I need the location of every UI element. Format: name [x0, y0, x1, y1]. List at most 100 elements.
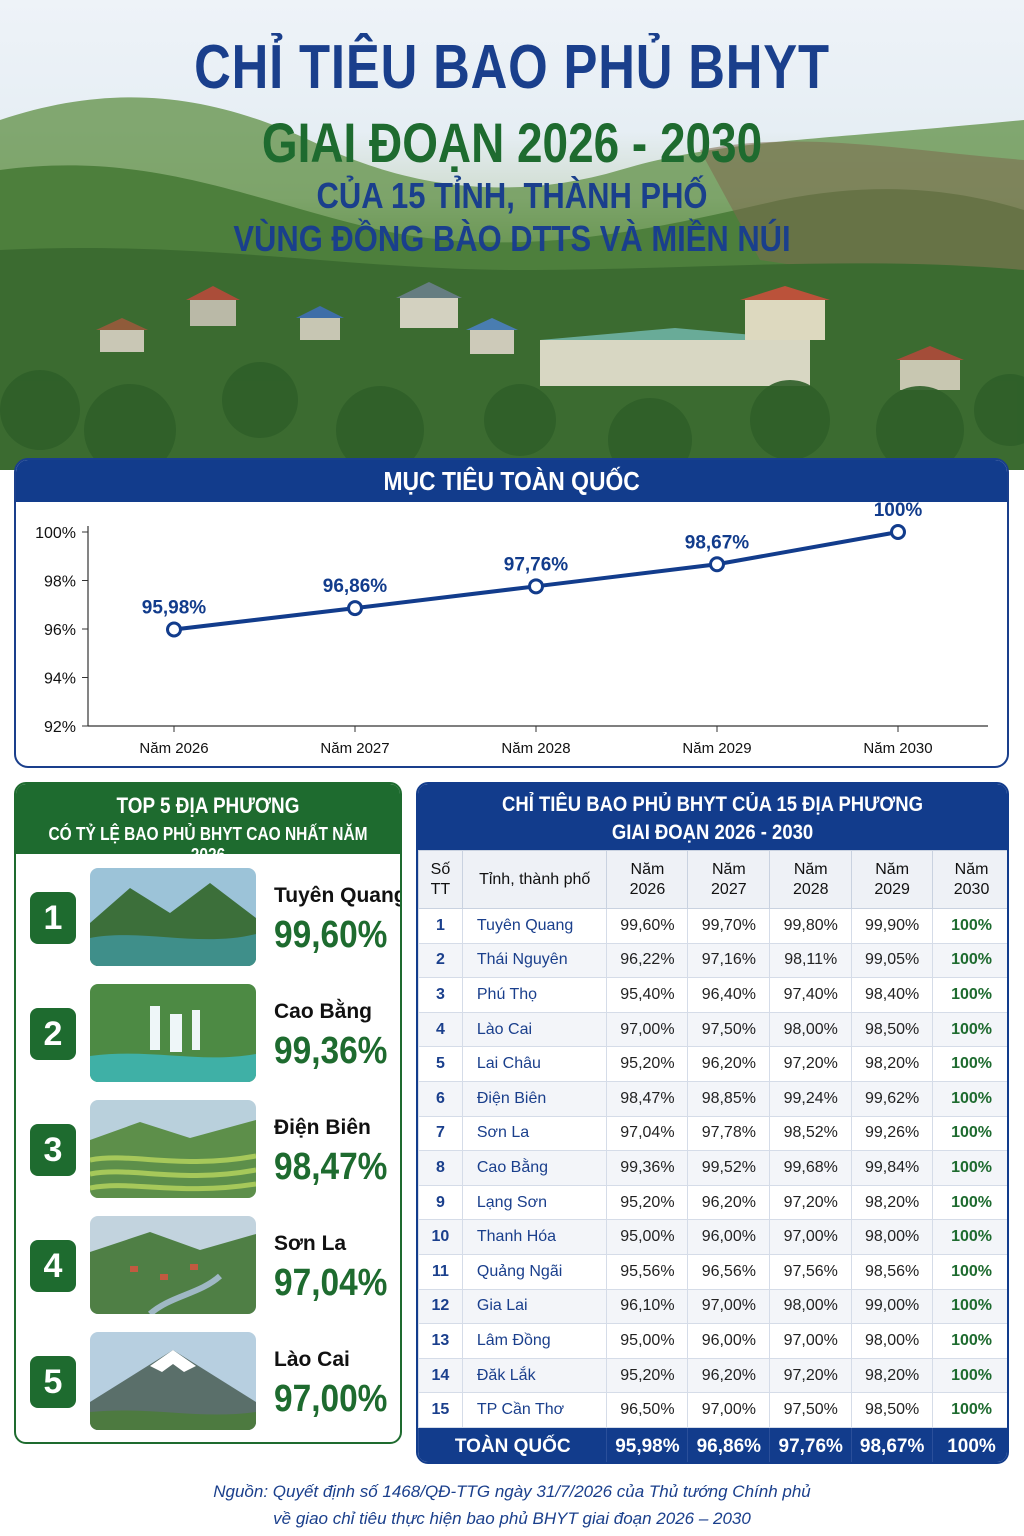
total-label: TOÀN QUỐC	[418, 1426, 608, 1462]
provinces-table-header: CHỈ TIÊU BAO PHỦ BHYT CỦA 15 ĐỊA PHƯƠNG …	[418, 784, 1007, 850]
rank-value: 97,00%	[274, 1378, 388, 1420]
row-2029: 98,00%	[851, 1219, 934, 1255]
y-tick-label: 94%	[44, 671, 76, 688]
row-2030: 100%	[932, 1046, 1007, 1082]
rank-badge: 5	[30, 1356, 76, 1408]
top5-card: TOP 5 ĐỊA PHƯƠNG CÓ TỶ LỆ BAO PHỦ BHYT C…	[14, 782, 402, 1444]
top5-title: TOP 5 ĐỊA PHƯƠNG	[116, 793, 300, 818]
page-subtitle-scope: CỦA 15 TỈNH, THÀNH PHỐ	[316, 175, 708, 216]
row-2030: 100%	[932, 1115, 1007, 1152]
row-2027: 97,00%	[687, 1392, 771, 1428]
table-row: 8 Cao Bằng 99,36% 99,52% 99,68% 99,84% 100%	[418, 1150, 1007, 1186]
row-2030: 100%	[932, 1150, 1007, 1186]
top5-item-1: 1 Tuyên Quang 99,60%	[16, 868, 402, 980]
rank-province: Tuyên Quang	[274, 884, 402, 907]
row-province: Thái Nguyên	[461, 942, 608, 979]
rank-badge: 4	[30, 1240, 76, 1292]
table-row: 15 TP Cần Thơ 96,50% 97,00% 97,50% 98,50% 100%	[418, 1392, 1007, 1428]
source-line-2: về giao chỉ tiêu thực hiện bao phủ BHYT …	[273, 1509, 751, 1528]
total-2028: 97,76%	[769, 1426, 853, 1462]
row-province: Điện Biên	[461, 1080, 608, 1117]
row-2028: 97,20%	[769, 1046, 853, 1082]
row-2028: 97,20%	[769, 1184, 853, 1221]
row-stt: 9	[418, 1184, 463, 1221]
x-tick-label: Năm 2027	[320, 740, 389, 757]
provinces-table: Số TT Tỉnh, thành phố Năm 2026 Năm 2027 Năm…	[418, 850, 1007, 1462]
row-2030: 100%	[932, 908, 1007, 944]
row-2028: 99,68%	[769, 1150, 853, 1186]
source-line-1: Nguồn: Quyết định số 1468/QĐ-TTG ngày 31…	[213, 1482, 811, 1501]
data-point	[347, 600, 363, 617]
total-2027: 96,86%	[687, 1426, 771, 1462]
landscape-photo-lake	[90, 868, 256, 966]
rank-badge: 3	[30, 1124, 76, 1176]
y-tick-label: 92%	[44, 719, 76, 736]
row-stt: 6	[418, 1080, 463, 1117]
row-2027: 96,00%	[687, 1219, 771, 1255]
page-subtitle-period: GIAI ĐOẠN 2026 - 2030	[261, 111, 763, 174]
rank-badge: 2	[30, 1008, 76, 1060]
row-stt: 14	[418, 1357, 463, 1394]
x-tick-label: Năm 2026	[139, 740, 208, 757]
row-2028: 97,56%	[769, 1253, 853, 1290]
row-2030: 100%	[932, 1253, 1007, 1290]
row-stt: 3	[418, 977, 463, 1013]
col-header-2030: Năm 2030	[932, 850, 1007, 909]
national-line-chart: 92% 94% 96% 98% 100% Năm 2026 Năm 2027 Năm 2028…	[35, 502, 988, 757]
row-2029: 99,90%	[851, 908, 934, 944]
row-province: Phú Thọ	[461, 977, 608, 1013]
top5-item-3: 3 Điện Biên 98,47%	[16, 1100, 400, 1212]
row-stt: 2	[418, 942, 463, 979]
row-2029: 98,20%	[851, 1357, 934, 1394]
data-point	[166, 621, 182, 638]
row-2027: 96,00%	[687, 1323, 771, 1359]
row-2030: 100%	[932, 1392, 1007, 1428]
row-2027: 99,52%	[687, 1150, 771, 1186]
row-2027: 98,85%	[687, 1080, 771, 1117]
rank-value: 97,04%	[274, 1262, 388, 1304]
data-label: 96,86%	[323, 576, 388, 597]
row-2030: 100%	[932, 1323, 1007, 1359]
row-2028: 98,52%	[769, 1115, 853, 1152]
rank-province: Điện Biên	[274, 1116, 371, 1139]
row-2026: 96,50%	[606, 1392, 689, 1428]
rank-value: 98,47%	[274, 1146, 388, 1188]
col-header-2026: Năm 2026	[606, 850, 689, 909]
row-2027: 96,20%	[687, 1184, 771, 1221]
landscape-photo-snow-peak	[90, 1332, 256, 1430]
row-2029: 98,40%	[851, 977, 934, 1013]
row-province: Lào Cai	[461, 1011, 608, 1048]
row-province: Tuyên Quang	[461, 908, 608, 944]
row-2026: 97,00%	[606, 1011, 689, 1048]
row-2026: 95,20%	[606, 1046, 689, 1082]
data-label: 95,98%	[142, 597, 207, 618]
row-2029: 99,84%	[851, 1150, 934, 1186]
row-2026: 95,00%	[606, 1219, 689, 1255]
row-2027: 97,78%	[687, 1115, 771, 1152]
col-header-2029: Năm 2029	[851, 850, 934, 909]
row-province: Quảng Ngãi	[461, 1253, 608, 1290]
x-tick-label: Năm 2030	[863, 740, 932, 757]
row-stt: 5	[418, 1046, 463, 1082]
table-row: 11 Quảng Ngãi 95,56% 96,56% 97,56% 98,56% 100%	[418, 1253, 1007, 1290]
landscape-photo-terraces	[90, 1100, 256, 1198]
row-2028: 98,00%	[769, 1288, 853, 1325]
row-2029: 99,62%	[851, 1080, 934, 1117]
row-stt: 8	[418, 1150, 463, 1186]
row-2027: 99,70%	[687, 908, 771, 944]
table-row: 1 Tuyên Quang 99,60% 99,70% 99,80% 99,90% 100%	[418, 908, 1007, 944]
row-province: Lai Châu	[461, 1046, 608, 1082]
row-2030: 100%	[932, 942, 1007, 979]
table-row: 9 Lạng Sơn 95,20% 96,20% 97,20% 98,20% 100%	[418, 1184, 1007, 1221]
row-2028: 97,50%	[769, 1392, 853, 1428]
row-province: TP Cần Thơ	[461, 1392, 608, 1428]
row-2029: 98,00%	[851, 1323, 934, 1359]
row-2028: 97,00%	[769, 1219, 853, 1255]
row-stt: 15	[418, 1392, 463, 1428]
table-row: 10 Thanh Hóa 95,00% 96,00% 97,00% 98,00% 100%	[418, 1219, 1007, 1255]
table-row: 6 Điện Biên 98,47% 98,85% 99,24% 99,62% 100%	[418, 1080, 1007, 1117]
row-2030: 100%	[932, 1184, 1007, 1221]
x-tick-label: Năm 2028	[501, 740, 570, 757]
row-2026: 95,20%	[606, 1357, 689, 1394]
col-header-2028: Năm 2028	[769, 850, 853, 909]
